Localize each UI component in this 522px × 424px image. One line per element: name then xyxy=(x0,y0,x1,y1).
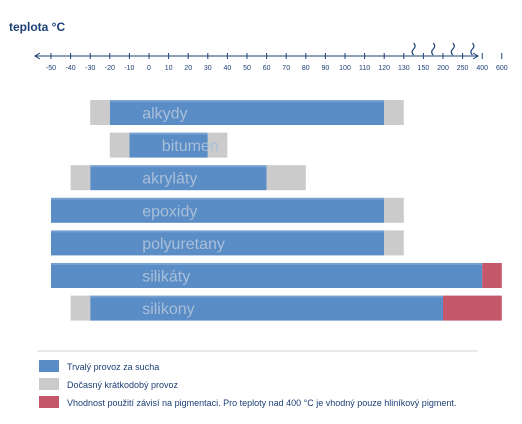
bar-segment-temporary xyxy=(384,230,404,256)
axis-tick-label: 150 xyxy=(418,65,430,72)
axis-tick-label: 120 xyxy=(378,65,390,72)
axis-arrow-right xyxy=(472,52,479,60)
axis-tick-label: 10 xyxy=(165,65,173,72)
bar-label-silikáty: silikáty xyxy=(142,269,190,286)
axis-tick-label: 70 xyxy=(282,65,290,72)
bar-segment-permanent xyxy=(109,100,385,125)
bar-label-akryláty: akryláty xyxy=(142,171,197,188)
legend-swatch-permanent xyxy=(39,360,59,372)
bar-highlight xyxy=(51,230,385,233)
legend-swatch-pigment xyxy=(39,396,59,408)
bar-segment-temporary xyxy=(90,100,110,125)
legend-swatch-temporary xyxy=(39,378,59,390)
bar-segment-permanent xyxy=(51,230,385,256)
bar-highlight xyxy=(109,100,385,102)
bar-label-polyuretany: polyuretany xyxy=(142,236,225,253)
bar-segment-temporary xyxy=(109,132,130,158)
bar-segment-temporary xyxy=(266,165,306,191)
axis-break-mark xyxy=(470,42,475,56)
axis-tick-label: 90 xyxy=(322,65,330,72)
legend-label: Trvalý provoz za sucha xyxy=(67,362,159,372)
bar-segment-pigment xyxy=(443,295,502,321)
axis-tick-label: 30 xyxy=(204,65,212,72)
bar-highlight xyxy=(51,263,483,265)
bar-segment-permanent xyxy=(51,197,385,223)
bar-label-bitumen: bitumen xyxy=(162,138,219,155)
axis-tick-label: 40 xyxy=(224,65,232,72)
bar-segment-pigment xyxy=(482,263,502,288)
bar-highlight xyxy=(51,197,385,200)
bar-segment-permanent xyxy=(90,165,267,191)
bar-label-alkydy: alkydy xyxy=(142,106,187,123)
axis-tick-label: 250 xyxy=(457,65,469,72)
bar-highlight xyxy=(90,165,267,168)
axis-break-mark xyxy=(431,42,436,56)
axis-tick-label: 130 xyxy=(398,65,410,72)
bar-segment-temporary xyxy=(384,197,404,223)
bar-segment-permanent xyxy=(90,295,443,321)
axis-break-mark xyxy=(450,42,455,56)
axis-arrow-left xyxy=(34,52,41,60)
bar-label-epoxidy: epoxidy xyxy=(142,203,197,220)
axis-tick-label: 50 xyxy=(243,65,251,72)
bar-label-silikony: silikony xyxy=(142,301,194,318)
bar-segment-temporary xyxy=(207,132,228,158)
axis-tick-label: 100 xyxy=(339,65,351,72)
temperature-axis: -50 -40 -30 -20 -10 0 10 20 30 40 50 60 70 80 90 100 110… xyxy=(34,42,508,72)
axis-tick-label: -10 xyxy=(124,65,134,72)
axis-tick-label: 600 xyxy=(496,65,508,72)
bar-highlight xyxy=(129,132,208,135)
bar-segment-temporary xyxy=(384,100,404,125)
axis-tick-label: 80 xyxy=(302,65,310,72)
legend: Trvalý provoz za sucha Dočasný krátkodobý… xyxy=(39,360,456,408)
axis-tick-label: 0 xyxy=(147,65,151,72)
axis-tick-label: 200 xyxy=(437,65,449,72)
legend-label: Dočasný krátkodobý provoz xyxy=(67,380,179,390)
chart-title: teplota °C xyxy=(9,20,65,34)
bar-segment-temporary xyxy=(70,165,91,191)
axis-tick-label: 400 xyxy=(476,65,488,72)
axis-tick-label: -30 xyxy=(85,65,95,72)
bars: alkydy bitumen akryláty epoxidy polyuretany s… xyxy=(51,100,502,321)
axis-tick-label: 60 xyxy=(263,65,271,72)
bar-highlight xyxy=(90,295,443,298)
axis-tick-label: -40 xyxy=(66,65,76,72)
legend-label: Vhodnost použití závisí na pigmentaci. P… xyxy=(67,398,456,408)
axis-tick-label: 20 xyxy=(184,65,192,72)
bar-segment-permanent xyxy=(51,263,483,288)
bar-segment-temporary xyxy=(70,295,91,321)
bar-segment-permanent xyxy=(129,132,208,158)
axis-tick-label: -50 xyxy=(46,65,56,72)
axis-break-mark xyxy=(411,42,416,56)
axis-tick-label: 110 xyxy=(359,65,370,72)
axis-tick-label: -20 xyxy=(105,65,115,72)
